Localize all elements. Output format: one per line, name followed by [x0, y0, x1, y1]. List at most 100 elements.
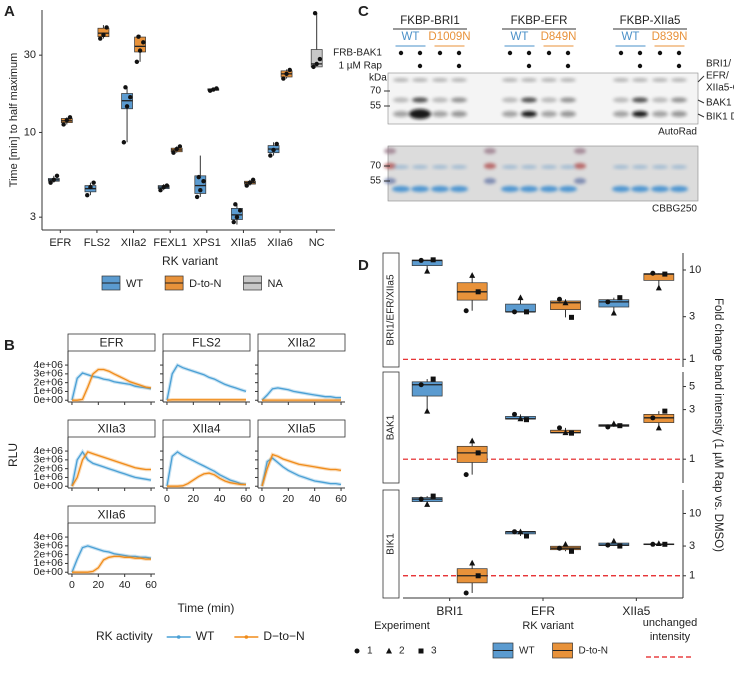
- treatment-dot: [676, 50, 682, 56]
- facet-strip: [67, 333, 156, 352]
- point: [469, 437, 476, 444]
- legend-label: D-to-N: [189, 278, 221, 290]
- band: [541, 78, 557, 82]
- band: [671, 111, 687, 117]
- line-band: [260, 455, 342, 487]
- point: [101, 32, 106, 38]
- point: [662, 408, 668, 414]
- y-tick-label: 3e+06: [34, 454, 64, 466]
- band: [651, 186, 669, 192]
- point: [88, 184, 93, 190]
- point: [610, 420, 617, 427]
- y-tick-label: 10: [24, 126, 36, 138]
- band: [560, 111, 576, 117]
- legend-label: unchanged intensity: [642, 617, 698, 643]
- point: [610, 537, 617, 544]
- facet-strip-label: BIK1: [386, 533, 397, 555]
- variant-label: D1009N: [428, 31, 470, 43]
- point: [141, 40, 146, 45]
- point: [512, 309, 517, 315]
- point: [610, 309, 617, 316]
- line: [71, 372, 152, 401]
- x-tick-label: FEXL1: [153, 237, 187, 249]
- x-tick-label: XIIa6: [267, 237, 293, 249]
- treatment-dot: [526, 63, 532, 69]
- y-tick-label: 10: [689, 264, 701, 276]
- band: [540, 186, 558, 192]
- x-tick-label: EFR: [531, 604, 555, 618]
- band-label: BAK1: [706, 98, 732, 109]
- band: [393, 111, 409, 117]
- point: [562, 541, 569, 547]
- y-tick-label: 3e+06: [34, 368, 64, 380]
- x-tick-label: 60: [145, 579, 157, 591]
- band: [451, 111, 467, 117]
- band: [393, 97, 409, 103]
- band-label: BRI1/: [706, 59, 731, 70]
- legend-label: 1: [367, 646, 373, 657]
- point: [134, 59, 140, 64]
- point: [171, 150, 176, 155]
- treatment-dot: [417, 50, 423, 56]
- point: [64, 118, 70, 123]
- band: [652, 78, 668, 82]
- point: [424, 267, 431, 274]
- facet-strip-label: XIIa2: [287, 336, 315, 350]
- band: [631, 186, 649, 192]
- point: [194, 194, 200, 200]
- legend-key-dot: [244, 635, 249, 639]
- facet-strip: [257, 419, 346, 438]
- line: [72, 555, 151, 573]
- variant-label: WT: [402, 31, 420, 43]
- point: [136, 34, 141, 39]
- construct-label: FKBP-BRI1: [400, 15, 459, 27]
- point: [104, 25, 109, 30]
- band: [560, 165, 576, 169]
- point: [121, 140, 127, 145]
- band: [541, 165, 557, 169]
- point: [463, 472, 469, 478]
- y-tick-label: 3: [689, 311, 695, 323]
- blot-label: CBBG250: [652, 204, 697, 215]
- point: [562, 429, 569, 436]
- point: [430, 257, 436, 263]
- facet-strip-label: XIIa6: [97, 508, 125, 522]
- line: [261, 453, 342, 487]
- row-label: FRB-BAK1: [333, 48, 382, 59]
- point: [123, 85, 128, 90]
- ladder: [574, 148, 586, 154]
- y-tick-label: 1e+06: [34, 385, 64, 397]
- band: [613, 78, 629, 82]
- treatment-dot: [437, 50, 443, 56]
- point: [430, 376, 436, 382]
- band: [521, 97, 537, 103]
- y-tick-label: 4e+06: [34, 531, 64, 543]
- y-tick-label: 3: [30, 211, 36, 223]
- treatment-dot: [565, 63, 571, 69]
- facet-strip-label: FLS2: [192, 336, 221, 350]
- line: [167, 472, 246, 487]
- band: [521, 78, 537, 82]
- row-label: 1 µM Rap: [338, 61, 382, 72]
- legend-label: WT: [126, 278, 143, 290]
- legend-title: RK activity: [96, 629, 153, 643]
- point: [311, 64, 316, 70]
- point: [231, 219, 236, 225]
- band: [432, 111, 448, 117]
- construct-label: FKBP-EFR: [511, 15, 568, 27]
- treatment-dot: [657, 50, 663, 56]
- facet-strip-label: XIIa5: [287, 422, 315, 436]
- x-tick-label: 40: [119, 579, 131, 591]
- band: [502, 78, 518, 82]
- point: [54, 173, 60, 179]
- point: [655, 424, 662, 431]
- band: [393, 165, 409, 169]
- point: [517, 415, 524, 422]
- x-tick-label: 20: [282, 493, 294, 505]
- treatment-dot: [526, 50, 532, 56]
- band: [450, 186, 468, 192]
- point: [463, 308, 469, 314]
- band: [501, 186, 519, 192]
- treatment-dot: [637, 63, 643, 69]
- legend-label: WT: [196, 629, 215, 643]
